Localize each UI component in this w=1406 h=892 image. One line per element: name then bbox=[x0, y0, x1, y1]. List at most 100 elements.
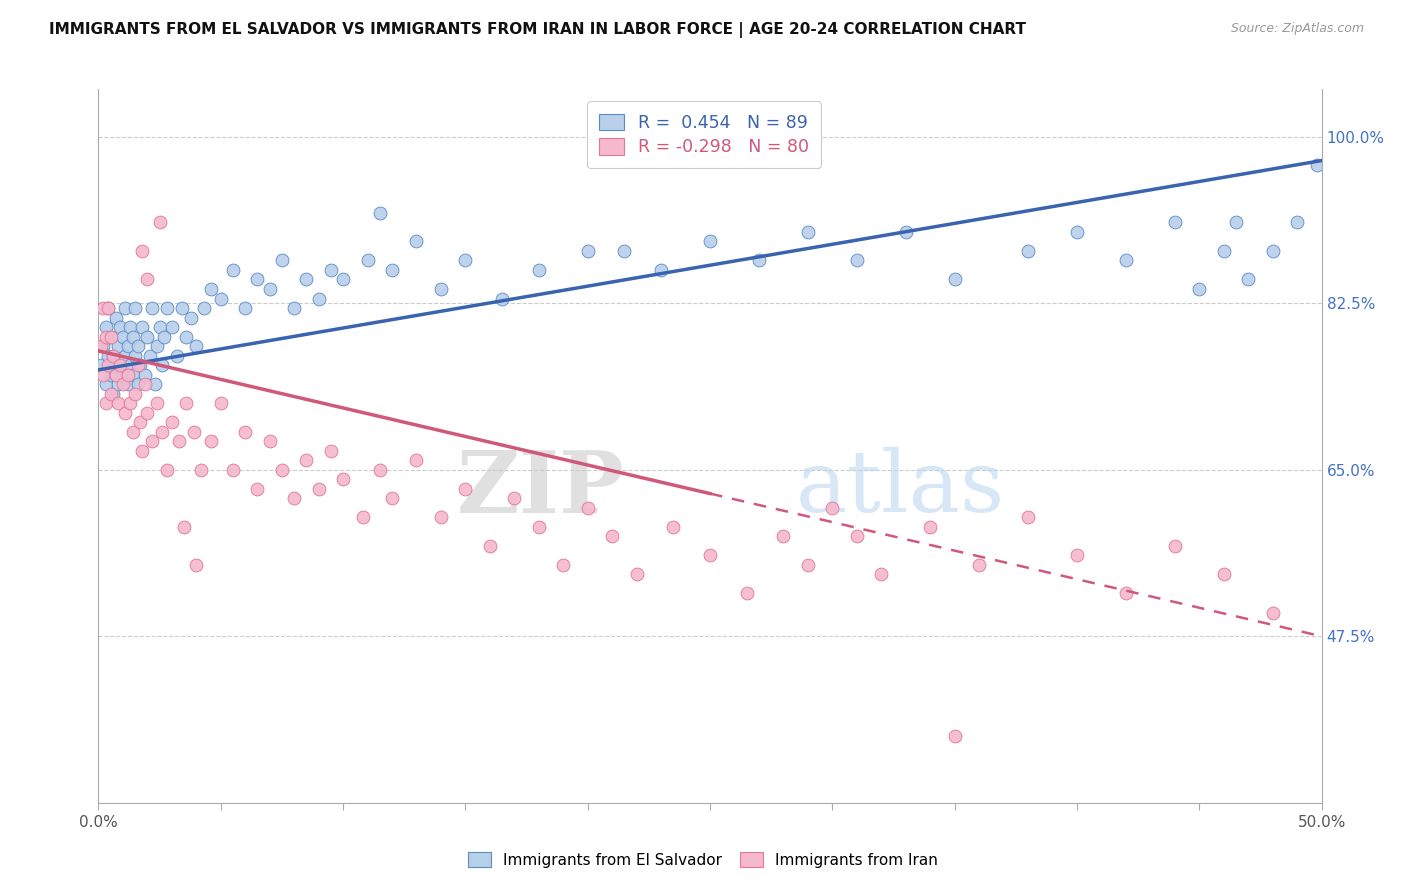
Point bbox=[527, 263, 550, 277]
Point bbox=[121, 368, 143, 382]
Point bbox=[129, 358, 152, 372]
Point bbox=[114, 301, 136, 315]
Point bbox=[131, 320, 153, 334]
Point bbox=[160, 320, 183, 334]
Point bbox=[246, 482, 269, 496]
Point bbox=[381, 491, 404, 506]
Point bbox=[156, 301, 179, 315]
Point bbox=[259, 434, 281, 449]
Point bbox=[1306, 158, 1329, 172]
Point bbox=[124, 386, 146, 401]
Point bbox=[246, 272, 269, 286]
Point bbox=[308, 292, 330, 306]
Point bbox=[134, 368, 156, 382]
Point bbox=[748, 253, 770, 268]
Point bbox=[120, 320, 142, 334]
Point bbox=[94, 329, 117, 343]
Point bbox=[1212, 244, 1234, 258]
Point bbox=[430, 282, 453, 296]
Point bbox=[107, 377, 129, 392]
Point bbox=[491, 292, 513, 306]
Point bbox=[259, 282, 281, 296]
Point bbox=[160, 415, 183, 429]
Point bbox=[104, 358, 127, 372]
Point bbox=[1212, 567, 1234, 582]
Point bbox=[173, 520, 195, 534]
Point bbox=[136, 406, 159, 420]
Point bbox=[176, 396, 198, 410]
Point bbox=[121, 425, 143, 439]
Point bbox=[735, 586, 758, 600]
Point bbox=[97, 349, 120, 363]
Point bbox=[100, 329, 122, 343]
Point bbox=[111, 368, 134, 382]
Point bbox=[90, 358, 112, 372]
Text: atlas: atlas bbox=[796, 447, 1005, 531]
Point bbox=[222, 263, 245, 277]
Point bbox=[104, 368, 127, 382]
Point bbox=[150, 358, 173, 372]
Point bbox=[94, 396, 117, 410]
Point bbox=[613, 244, 636, 258]
Point bbox=[943, 272, 966, 286]
Point bbox=[233, 425, 256, 439]
Text: ZIP: ZIP bbox=[457, 447, 624, 531]
Point bbox=[1164, 539, 1187, 553]
Point bbox=[699, 235, 721, 249]
Point bbox=[149, 215, 172, 229]
Point bbox=[166, 349, 188, 363]
Point bbox=[91, 368, 114, 382]
Point bbox=[94, 320, 117, 334]
Point bbox=[156, 463, 179, 477]
Point bbox=[405, 235, 427, 249]
Point bbox=[454, 253, 477, 268]
Point bbox=[352, 510, 374, 524]
Point bbox=[1066, 225, 1088, 239]
Point bbox=[772, 529, 794, 543]
Point bbox=[233, 301, 256, 315]
Point bbox=[110, 358, 132, 372]
Point bbox=[149, 320, 172, 334]
Point bbox=[319, 263, 342, 277]
Point bbox=[117, 368, 139, 382]
Point bbox=[107, 339, 129, 353]
Point bbox=[308, 482, 330, 496]
Legend: Immigrants from El Salvador, Immigrants from Iran: Immigrants from El Salvador, Immigrants … bbox=[461, 846, 945, 873]
Point bbox=[270, 463, 294, 477]
Point bbox=[368, 206, 391, 220]
Point bbox=[1237, 272, 1260, 286]
Point bbox=[110, 358, 132, 372]
Point bbox=[200, 434, 222, 449]
Point bbox=[295, 272, 318, 286]
Point bbox=[870, 567, 893, 582]
Point bbox=[146, 396, 169, 410]
Point bbox=[454, 482, 477, 496]
Text: Source: ZipAtlas.com: Source: ZipAtlas.com bbox=[1230, 22, 1364, 36]
Point bbox=[405, 453, 427, 467]
Point bbox=[1225, 215, 1247, 229]
Point bbox=[117, 377, 139, 392]
Point bbox=[134, 377, 156, 392]
Point bbox=[600, 529, 623, 543]
Point bbox=[283, 301, 305, 315]
Point bbox=[131, 244, 153, 258]
Point bbox=[110, 320, 132, 334]
Point bbox=[97, 301, 120, 315]
Point bbox=[821, 500, 844, 515]
Point bbox=[129, 415, 152, 429]
Point bbox=[1261, 606, 1284, 620]
Point bbox=[503, 491, 526, 506]
Point bbox=[845, 529, 868, 543]
Point bbox=[190, 463, 212, 477]
Point bbox=[97, 301, 120, 315]
Point bbox=[101, 349, 124, 363]
Point bbox=[150, 425, 173, 439]
Point bbox=[167, 434, 190, 449]
Point bbox=[1115, 586, 1137, 600]
Point bbox=[270, 253, 294, 268]
Point bbox=[114, 349, 136, 363]
Point bbox=[1017, 510, 1039, 524]
Point bbox=[662, 520, 685, 534]
Point bbox=[124, 349, 146, 363]
Point bbox=[332, 472, 354, 486]
